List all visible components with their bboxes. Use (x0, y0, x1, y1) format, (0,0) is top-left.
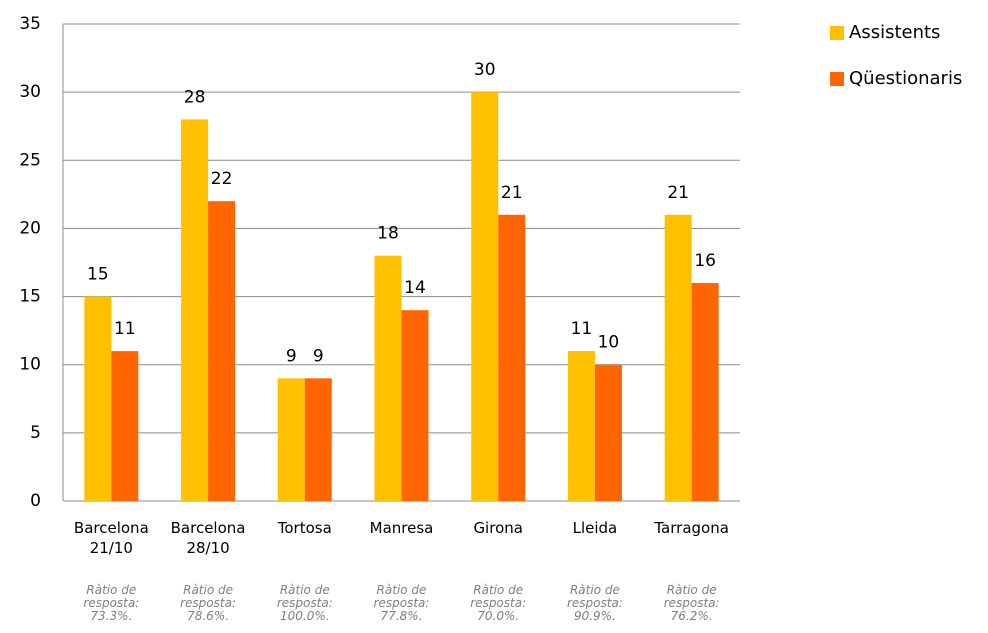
data-label: 21 (667, 183, 689, 203)
data-label: 28 (184, 87, 206, 107)
bar (691, 282, 719, 501)
y-tick-label: 20 (19, 218, 41, 238)
annotation: Ràtio de resposta: 100.0%. (276, 583, 333, 623)
data-label: 11 (571, 319, 593, 339)
bar (567, 351, 595, 501)
annotation: Ràtio de resposta: 70.0%. (470, 583, 527, 623)
bar (498, 214, 526, 502)
x-tick-label: Barcelona 28/10 (170, 519, 246, 557)
x-tick-label: Girona (473, 519, 523, 537)
legend-label: Assistents (849, 22, 940, 43)
x-tick-label: Lleida (572, 519, 618, 537)
y-tick-label: 10 (19, 355, 41, 375)
y-tick-label: 5 (30, 423, 41, 443)
bar (374, 255, 402, 501)
data-label: 9 (286, 346, 297, 366)
bar (111, 351, 139, 501)
x-tick-label: Manresa (369, 519, 434, 537)
bar (304, 378, 332, 501)
bar (84, 296, 112, 501)
annotation: Ràtio de resposta: 78.6%. (180, 583, 236, 623)
x-tick-label: Barcelona 21/10 (73, 519, 149, 557)
data-label: 15 (87, 265, 109, 285)
data-label: 18 (377, 224, 399, 244)
bar (471, 92, 499, 502)
data-label: 22 (211, 169, 233, 189)
y-tick-label: 15 (19, 287, 41, 307)
legend-swatch (830, 72, 844, 86)
data-label: 14 (404, 278, 426, 298)
legend-swatch (830, 26, 844, 40)
bar (181, 119, 209, 502)
bar (664, 214, 692, 502)
bar (277, 378, 305, 501)
x-tick-label: Tarragona (654, 519, 729, 537)
bar (401, 310, 429, 501)
legend-label: Qüestionaris (849, 68, 962, 89)
data-label: 9 (313, 346, 324, 366)
annotation: Ràtio de resposta: 77.8%. (373, 583, 430, 623)
y-tick-label: 30 (19, 82, 41, 102)
y-tick-label: 0 (30, 491, 41, 511)
data-label: 10 (598, 333, 620, 353)
data-label: 16 (694, 251, 716, 271)
annotation: Ràtio de resposta: 76.2%. (663, 583, 720, 623)
annotation: Ràtio de resposta: 90.9%. (566, 583, 623, 623)
x-tick-label: Tortosa (277, 519, 332, 537)
data-label: 11 (114, 319, 136, 339)
bar (594, 364, 622, 501)
data-label: 30 (474, 60, 496, 80)
y-tick-label: 25 (19, 150, 41, 170)
y-tick-label: 35 (19, 14, 41, 34)
annotation: Ràtio de resposta: 73.3%. (83, 583, 140, 623)
data-label: 21 (501, 183, 523, 203)
bar (208, 201, 236, 501)
